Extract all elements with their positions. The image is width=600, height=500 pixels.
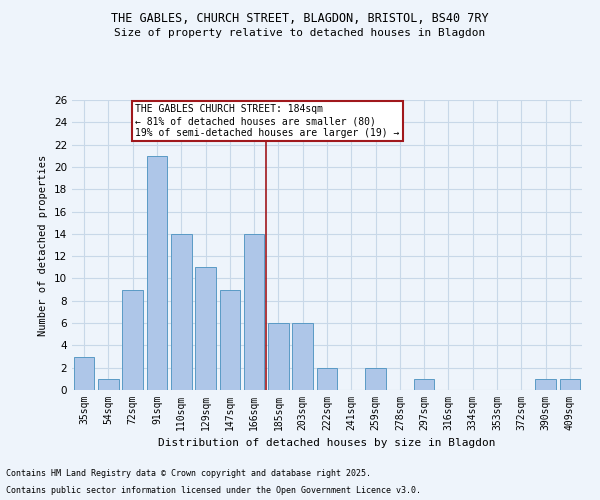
Bar — [74, 356, 94, 390]
Text: Contains public sector information licensed under the Open Government Licence v3: Contains public sector information licen… — [6, 486, 421, 495]
Bar — [244, 234, 265, 390]
Bar — [195, 268, 216, 390]
Bar — [171, 234, 191, 390]
Text: Contains HM Land Registry data © Crown copyright and database right 2025.: Contains HM Land Registry data © Crown c… — [6, 468, 371, 477]
Bar — [122, 290, 143, 390]
Y-axis label: Number of detached properties: Number of detached properties — [38, 154, 49, 336]
Text: THE GABLES, CHURCH STREET, BLAGDON, BRISTOL, BS40 7RY: THE GABLES, CHURCH STREET, BLAGDON, BRIS… — [111, 12, 489, 26]
Bar — [220, 290, 240, 390]
Bar — [317, 368, 337, 390]
Bar — [98, 379, 119, 390]
Bar — [535, 379, 556, 390]
Bar — [268, 323, 289, 390]
Bar — [414, 379, 434, 390]
Text: THE GABLES CHURCH STREET: 184sqm
← 81% of detached houses are smaller (80)
19% o: THE GABLES CHURCH STREET: 184sqm ← 81% o… — [135, 104, 400, 138]
Bar — [560, 379, 580, 390]
Bar — [292, 323, 313, 390]
X-axis label: Distribution of detached houses by size in Blagdon: Distribution of detached houses by size … — [158, 438, 496, 448]
Text: Size of property relative to detached houses in Blagdon: Size of property relative to detached ho… — [115, 28, 485, 38]
Bar — [146, 156, 167, 390]
Bar — [365, 368, 386, 390]
